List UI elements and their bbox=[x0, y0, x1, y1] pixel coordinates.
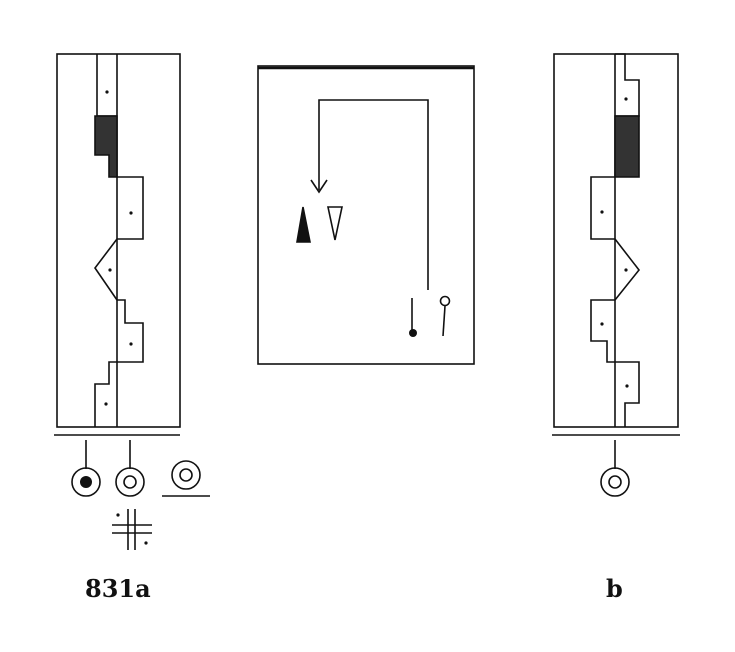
right-panel bbox=[552, 53, 680, 497]
center-panel-frame bbox=[257, 65, 475, 365]
left-block-1-dot bbox=[105, 90, 109, 94]
right-block-1 bbox=[615, 53, 640, 117]
left-block-3 bbox=[117, 176, 144, 240]
center-route-line bbox=[318, 99, 429, 290]
open-circle-stem-icon bbox=[600, 440, 630, 497]
right-block-5 bbox=[590, 299, 615, 363]
left-block-5 bbox=[117, 299, 144, 363]
left-block-3-dot bbox=[129, 211, 133, 215]
right-diamond-dot bbox=[624, 268, 628, 272]
left-block-1 bbox=[96, 54, 117, 117]
figure-caption-left: 831a bbox=[85, 574, 151, 603]
left-black-block bbox=[94, 115, 118, 178]
right-block-3 bbox=[590, 176, 615, 240]
open-circle-stem-icon bbox=[115, 440, 145, 497]
left-diamond-block bbox=[94, 238, 118, 301]
open-triangle-icon bbox=[327, 206, 343, 241]
right-black-block bbox=[614, 115, 640, 178]
right-block-5-dot bbox=[600, 322, 604, 326]
left-block-6 bbox=[94, 361, 117, 427]
left-block-5-dot bbox=[129, 342, 133, 346]
right-block-6 bbox=[615, 361, 640, 427]
filled-circle-stem-icon bbox=[71, 440, 101, 497]
concentric-circle-underline-icon bbox=[162, 460, 210, 497]
filled-triangle-icon bbox=[296, 206, 311, 243]
center-panel bbox=[257, 65, 475, 365]
filled-dot-stem-icon bbox=[409, 298, 417, 337]
left-diamond-dot bbox=[108, 268, 112, 272]
left-block-6-dot bbox=[104, 402, 108, 406]
hash-grid-icon bbox=[112, 509, 152, 550]
right-diamond-block bbox=[614, 238, 641, 301]
figure-caption-right: b bbox=[606, 574, 623, 603]
open-dot-stem-icon bbox=[439, 295, 451, 337]
left-panel-frame bbox=[56, 53, 181, 428]
right-block-1-dot bbox=[624, 97, 628, 101]
arrow-down-icon bbox=[310, 179, 328, 194]
right-block-6-dot bbox=[625, 384, 629, 388]
left-panel bbox=[54, 53, 210, 550]
right-block-3-dot bbox=[600, 210, 604, 214]
